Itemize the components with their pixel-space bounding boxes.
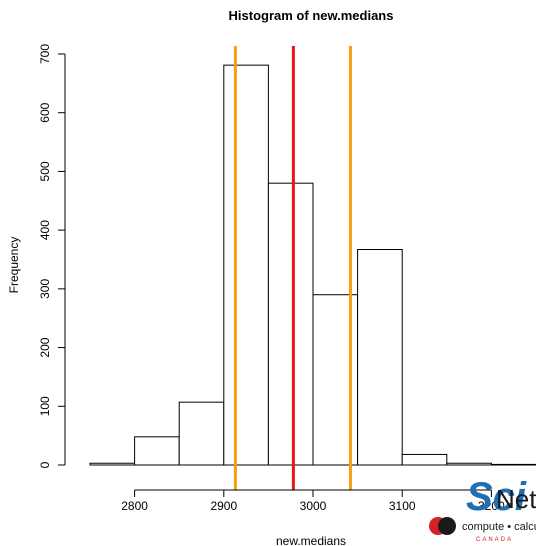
histogram-bar-6 bbox=[357, 249, 403, 466]
logo-tagline: compute • calcul bbox=[462, 521, 536, 533]
x-tick-label: 3200 bbox=[478, 499, 505, 513]
y-tick-label: 200 bbox=[38, 337, 52, 357]
y-tick-label: 500 bbox=[38, 161, 52, 181]
x-tick-label: 3000 bbox=[300, 499, 327, 513]
y-tick-label: 700 bbox=[38, 44, 52, 64]
scinet-logo: Sci Net compute • calcul CANADA bbox=[429, 475, 536, 543]
histogram-bar-9 bbox=[490, 463, 536, 466]
histogram-bar-1 bbox=[134, 436, 180, 466]
histogram-bar-2 bbox=[178, 401, 225, 466]
histogram-bar-3 bbox=[223, 64, 269, 466]
histogram-bar-0 bbox=[89, 462, 136, 466]
x-axis-label: new.medians bbox=[276, 534, 346, 546]
x-tick-label: 3100 bbox=[389, 499, 416, 513]
x-axis: 2800 2900 3000 3100 3200 bbox=[121, 489, 505, 513]
histogram-bar-7 bbox=[401, 453, 448, 466]
histogram-bar-4 bbox=[267, 182, 314, 466]
x-tick-label: 2900 bbox=[210, 499, 237, 513]
logo-wordmark-prefix: Sci bbox=[466, 475, 527, 519]
chart-title: Histogram of new.medians bbox=[229, 8, 394, 23]
y-tick-label: 100 bbox=[38, 396, 52, 416]
logo-country: CANADA bbox=[476, 537, 513, 543]
x-tick-label: 2800 bbox=[121, 499, 148, 513]
y-axis-label: Frequency bbox=[7, 237, 21, 294]
logo-wordmark-suffix: Net bbox=[496, 484, 536, 514]
reference-lines-group bbox=[233, 46, 352, 490]
y-axis: 0 100 200 300 400 500 600 700 bbox=[38, 44, 66, 468]
y-tick-label: 400 bbox=[38, 220, 52, 240]
bars-group bbox=[89, 64, 536, 466]
y-tick-label: 300 bbox=[38, 279, 52, 299]
histogram-bar-8 bbox=[446, 462, 492, 466]
y-tick-label: 600 bbox=[38, 102, 52, 122]
logo-right-half-icon bbox=[438, 517, 456, 535]
y-tick-label: 0 bbox=[38, 461, 52, 468]
